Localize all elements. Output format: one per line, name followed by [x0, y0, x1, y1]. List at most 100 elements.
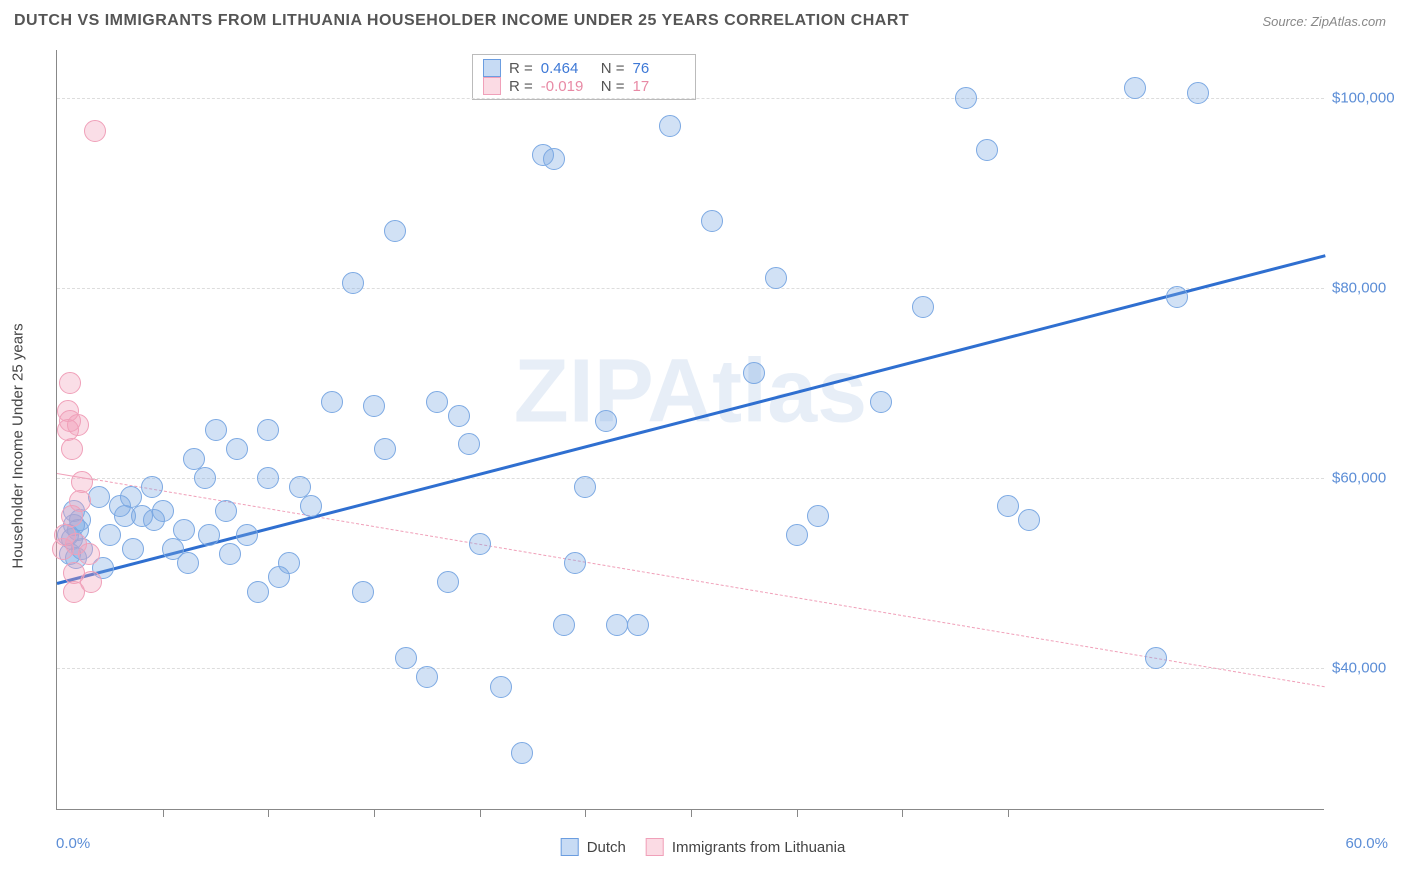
stats-r-label: R =	[509, 60, 533, 77]
scatter-point	[122, 538, 144, 560]
scatter-point	[78, 543, 100, 565]
scatter-point	[67, 414, 89, 436]
x-axis-min-label: 0.0%	[56, 835, 90, 852]
series-swatch	[646, 838, 664, 856]
scatter-point	[743, 362, 765, 384]
scatter-point	[63, 581, 85, 603]
watermark: ZIPAtlas	[514, 340, 867, 443]
scatter-point	[606, 614, 628, 636]
scatter-point	[114, 505, 136, 527]
scatter-point	[205, 419, 227, 441]
scatter-point	[63, 500, 85, 522]
stats-n-value: 76	[633, 60, 685, 77]
scatter-point	[99, 524, 121, 546]
scatter-point	[131, 505, 153, 527]
scatter-point	[57, 400, 79, 422]
gridline	[57, 478, 1324, 479]
scatter-point	[976, 139, 998, 161]
x-axis-max-label: 60.0%	[1345, 835, 1388, 852]
scatter-point	[564, 552, 586, 574]
gridline	[57, 98, 1324, 99]
y-tick-label: $40,000	[1332, 659, 1394, 676]
stats-r-value: -0.019	[541, 78, 593, 95]
scatter-point	[88, 486, 110, 508]
scatter-point	[54, 524, 76, 546]
series-swatch	[561, 838, 579, 856]
y-tick-label: $100,000	[1332, 89, 1394, 106]
regression-line	[95, 479, 1325, 687]
scatter-point	[352, 581, 374, 603]
scatter-point	[120, 486, 142, 508]
scatter-point	[143, 509, 165, 531]
scatter-point	[61, 528, 83, 550]
bottom-legend: DutchImmigrants from Lithuania	[561, 838, 846, 856]
scatter-point	[807, 505, 829, 527]
scatter-point	[458, 433, 480, 455]
gridline	[57, 288, 1324, 289]
scatter-point	[342, 272, 364, 294]
stats-n-label: N =	[601, 78, 625, 95]
chart-title: DUTCH VS IMMIGRANTS FROM LITHUANIA HOUSE…	[14, 12, 909, 30]
scatter-point	[173, 519, 195, 541]
x-tick	[163, 809, 164, 817]
scatter-point	[448, 405, 470, 427]
y-tick-label: $60,000	[1332, 469, 1394, 486]
y-tick-label: $80,000	[1332, 279, 1394, 296]
scatter-point	[69, 509, 91, 531]
x-tick	[585, 809, 586, 817]
scatter-point	[69, 490, 91, 512]
scatter-point	[152, 500, 174, 522]
scatter-point	[177, 552, 199, 574]
scatter-point	[627, 614, 649, 636]
scatter-point	[278, 552, 300, 574]
scatter-point	[219, 543, 241, 565]
scatter-point	[786, 524, 808, 546]
scatter-point	[59, 372, 81, 394]
legend-item: Immigrants from Lithuania	[646, 838, 845, 856]
x-tick	[902, 809, 903, 817]
scatter-point	[532, 144, 554, 166]
scatter-point	[109, 495, 131, 517]
scatter-point	[701, 210, 723, 232]
scatter-point	[363, 395, 385, 417]
source-attribution: Source: ZipAtlas.com	[1262, 14, 1386, 29]
legend-label: Immigrants from Lithuania	[672, 839, 845, 856]
stats-r-label: R =	[509, 78, 533, 95]
scatter-point	[289, 476, 311, 498]
x-tick	[374, 809, 375, 817]
scatter-point	[574, 476, 596, 498]
plot-area: ZIPAtlas R =0.464N =76R =-0.019N =17 $40…	[56, 50, 1324, 810]
scatter-point	[997, 495, 1019, 517]
scatter-point	[268, 566, 290, 588]
scatter-point	[61, 438, 83, 460]
regression-line	[57, 254, 1326, 585]
scatter-point	[84, 120, 106, 142]
scatter-point	[374, 438, 396, 460]
scatter-point	[183, 448, 205, 470]
scatter-point	[71, 538, 93, 560]
x-tick	[797, 809, 798, 817]
scatter-point	[61, 505, 83, 527]
scatter-point	[395, 647, 417, 669]
scatter-point	[1124, 77, 1146, 99]
scatter-point	[59, 543, 81, 565]
correlation-chart: DUTCH VS IMMIGRANTS FROM LITHUANIA HOUSE…	[0, 0, 1406, 892]
scatter-point	[247, 581, 269, 603]
y-axis-label: Householder Income Under 25 years	[10, 323, 27, 568]
scatter-point	[659, 115, 681, 137]
x-tick	[480, 809, 481, 817]
scatter-point	[57, 419, 79, 441]
scatter-point	[226, 438, 248, 460]
stats-n-label: N =	[601, 60, 625, 77]
scatter-point	[912, 296, 934, 318]
scatter-point	[870, 391, 892, 413]
scatter-point	[595, 410, 617, 432]
series-swatch	[483, 59, 501, 77]
scatter-point	[437, 571, 459, 593]
stats-r-value: 0.464	[541, 60, 593, 77]
stats-row: R =-0.019N =17	[483, 77, 685, 95]
scatter-point	[1187, 82, 1209, 104]
scatter-point	[416, 666, 438, 688]
scatter-point	[63, 514, 85, 536]
gridline	[57, 668, 1324, 669]
